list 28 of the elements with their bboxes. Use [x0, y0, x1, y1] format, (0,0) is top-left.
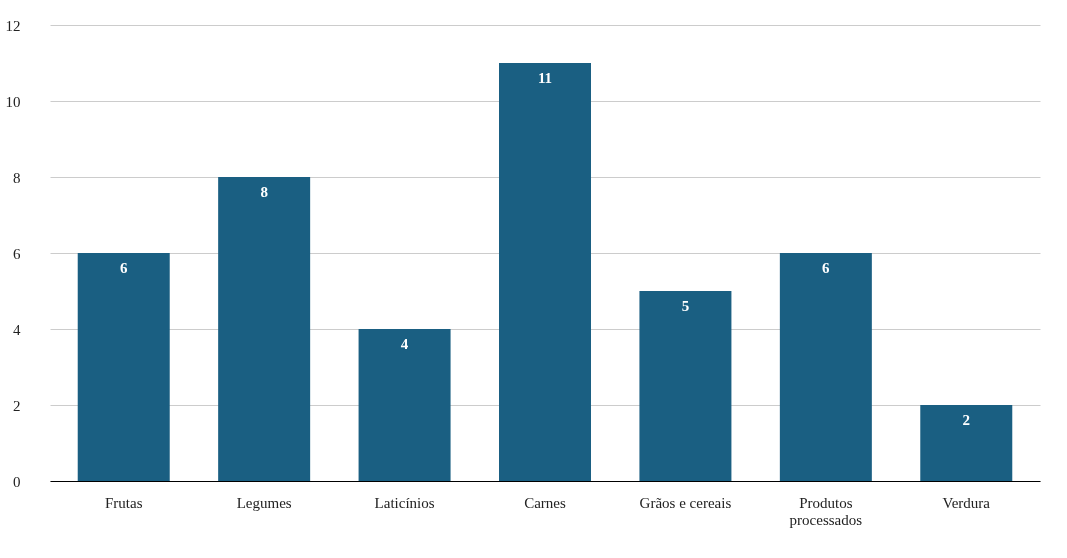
data-label: 11: [537, 70, 553, 86]
data-label: 4: [400, 336, 409, 352]
x-tick-label: Laticínios: [374, 494, 435, 511]
bar: [920, 405, 1013, 481]
data-label: 6: [822, 260, 831, 276]
x-tick-label: Carnes: [524, 494, 566, 511]
bar: [218, 177, 311, 481]
bar: [779, 253, 872, 481]
y-tick-label: 12: [5, 17, 21, 34]
data-label: 2: [962, 412, 971, 428]
x-tick-label: Legumes: [236, 494, 292, 511]
x-tick-label: Grãos e cereais: [639, 494, 732, 511]
x-tick-label: Produtos processados: [789, 494, 863, 528]
x-tick-label: Frutas: [104, 494, 143, 511]
y-tick-label: 4: [13, 321, 21, 338]
y-tick-label: 6: [13, 245, 21, 262]
y-tick-label: 2: [13, 397, 21, 414]
data-label: 5: [681, 298, 690, 314]
y-tick-label: 8: [13, 169, 21, 186]
bar: [499, 63, 591, 481]
bar: [639, 291, 732, 481]
y-tick-label: 10: [5, 93, 21, 110]
x-tick-label: Verdura: [942, 494, 991, 511]
bar: [77, 253, 170, 481]
bar: [358, 329, 451, 481]
data-label: 6: [119, 260, 128, 276]
data-label: 8: [260, 184, 268, 200]
y-tick-label: 0: [13, 473, 21, 490]
